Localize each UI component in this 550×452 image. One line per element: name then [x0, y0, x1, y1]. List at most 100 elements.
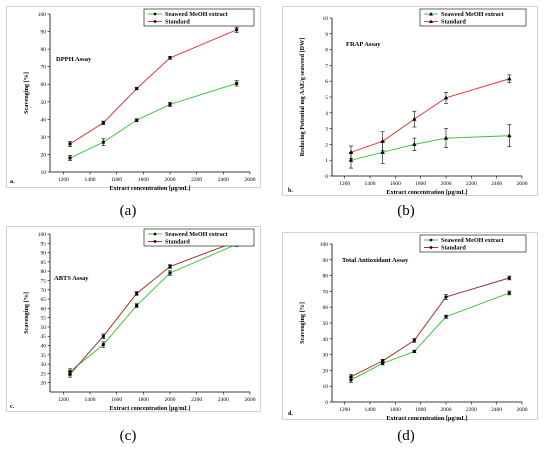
x-axis-label: Extract concentration [µg/mL] [109, 405, 190, 412]
series-seaweed [68, 80, 239, 161]
data-point [349, 375, 353, 379]
panel-frame [6, 226, 261, 412]
data-point [412, 142, 417, 146]
x-tick-label: 1200 [339, 181, 350, 187]
x-tick-label: 2400 [491, 407, 502, 413]
abts-chart: 20 25 30 35 40 45 50 55 60 65 70 75 80 85 90 95 100 1200 1… [6, 226, 261, 412]
panel-label: a. [10, 179, 15, 185]
panel-frame [282, 6, 538, 196]
x-tick-label: 2200 [466, 181, 477, 187]
series-standard [349, 275, 512, 380]
y-tick-label: 1 [325, 158, 328, 164]
legend-label: Standard [441, 19, 466, 26]
legend-box [419, 8, 527, 27]
x-tick-label: 2600 [245, 397, 256, 403]
y-tick-label: 30 [41, 135, 47, 141]
data-point [168, 56, 172, 60]
data-point [68, 372, 72, 376]
y-tick-label: 20 [41, 381, 47, 387]
y-tick-label: 0 [325, 400, 328, 406]
total-antioxidant-chart: 0 10 20 30 40 50 60 70 80 90 100 1200 1400 1600 1800 20… [282, 232, 538, 422]
chart-panel-c: 20 25 30 35 40 45 50 55 60 65 70 75 80 85 90 95 100 1200 1… [6, 226, 261, 412]
x-tick-label: 1400 [365, 407, 376, 413]
y-tick-label: 60 [41, 306, 47, 312]
legend-marker [153, 232, 157, 236]
series-standard [68, 239, 239, 378]
y-tick-label: 30 [323, 353, 329, 359]
dpph-chart: 10 20 30 40 50 60 70 80 90 100 1200 1400 1600 1800 200… [6, 6, 261, 192]
data-point [507, 133, 512, 138]
y-tick-label: 95 [41, 241, 47, 247]
legend-marker [429, 12, 433, 16]
panel-frame [6, 6, 261, 188]
y-tick-label: 40 [41, 117, 47, 123]
chart-panel-a: 10 20 30 40 50 60 70 80 90 100 1200 1400 1600 1800 200… [6, 6, 261, 192]
x-tick-label: 2600 [245, 177, 256, 183]
legend-marker [429, 19, 433, 23]
legend-box [419, 234, 527, 253]
y-tick-label: 50 [323, 321, 329, 327]
y-tick-label: 70 [323, 289, 329, 295]
x-tick-label: 1800 [415, 181, 426, 187]
data-point [168, 265, 172, 269]
y-tick-label: 90 [41, 30, 47, 36]
x-tick-label: 2400 [491, 181, 502, 187]
y-tick-label: 0 [325, 174, 328, 180]
x-tick-label: 1200 [339, 407, 350, 413]
data-point [101, 140, 105, 144]
x-tick-label: 1400 [85, 397, 96, 403]
y-axis-label: Scavenging [%] [23, 292, 30, 334]
caption-d: (d) [397, 428, 415, 444]
legend-marker [153, 12, 157, 16]
data-point [348, 149, 354, 154]
y-tick-label: 75 [41, 278, 47, 284]
y-tick-label: 8 [325, 48, 328, 54]
y-tick-label: 70 [41, 288, 47, 294]
data-point [235, 28, 239, 32]
x-tick-label: 1600 [111, 177, 122, 183]
legend-marker [429, 246, 433, 249]
x-axis-label: Extract concentration [µg/mL] [109, 185, 190, 192]
x-tick-label: 1600 [390, 407, 401, 413]
y-tick-label: 50 [41, 100, 47, 106]
x-tick-label: 1600 [111, 397, 122, 403]
y-tick-label: 35 [41, 353, 47, 359]
y-tick-label: 10 [323, 16, 329, 22]
data-point [135, 87, 139, 91]
y-tick-label: 5 [325, 95, 328, 101]
x-tick-label: 1600 [390, 181, 401, 187]
y-axis-label: Scavenging [%] [23, 72, 30, 114]
y-tick-label: 60 [41, 82, 47, 88]
plot-title: ABTS Assay [54, 275, 89, 282]
y-tick-label: 100 [320, 242, 329, 248]
series-seaweed [348, 124, 512, 169]
y-tick-label: 80 [41, 269, 47, 275]
data-point [443, 95, 449, 100]
y-tick-label: 100 [38, 12, 47, 18]
y-tick-label: 4 [325, 111, 328, 117]
y-tick-label: 20 [41, 152, 47, 158]
data-point [101, 121, 105, 125]
y-tick-label: 30 [41, 362, 47, 368]
y-tick-label: 40 [323, 337, 329, 343]
y-tick-label: 20 [323, 368, 329, 374]
frap-chart: 0 1 2 3 4 5 6 7 8 9 10 1200 1400 1600 1800 2000 2200 2400… [282, 6, 538, 196]
data-point [381, 359, 385, 363]
y-tick-label: 80 [323, 274, 329, 280]
x-tick-label: 2600 [517, 407, 528, 413]
data-point [68, 142, 72, 146]
chart-panel-b: 0 1 2 3 4 5 6 7 8 9 10 1200 1400 1600 1800 2000 2200 2400… [282, 6, 538, 196]
y-tick-label: 55 [41, 316, 47, 322]
chart-panel-d: 0 10 20 30 40 50 60 70 80 90 100 1200 1400 1600 1800 20… [282, 232, 538, 422]
panel-frame [282, 232, 538, 420]
legend-label: Seaweed MeOH extract [165, 11, 228, 18]
x-tick-label: 2000 [441, 181, 452, 187]
data-point [444, 295, 448, 299]
y-tick-label: 80 [41, 47, 47, 53]
series-seaweed [349, 290, 512, 383]
data-point [444, 315, 448, 319]
x-tick-label: 1800 [415, 407, 426, 413]
x-tick-label: 2200 [191, 177, 202, 183]
y-tick-label: 6 [325, 79, 328, 85]
